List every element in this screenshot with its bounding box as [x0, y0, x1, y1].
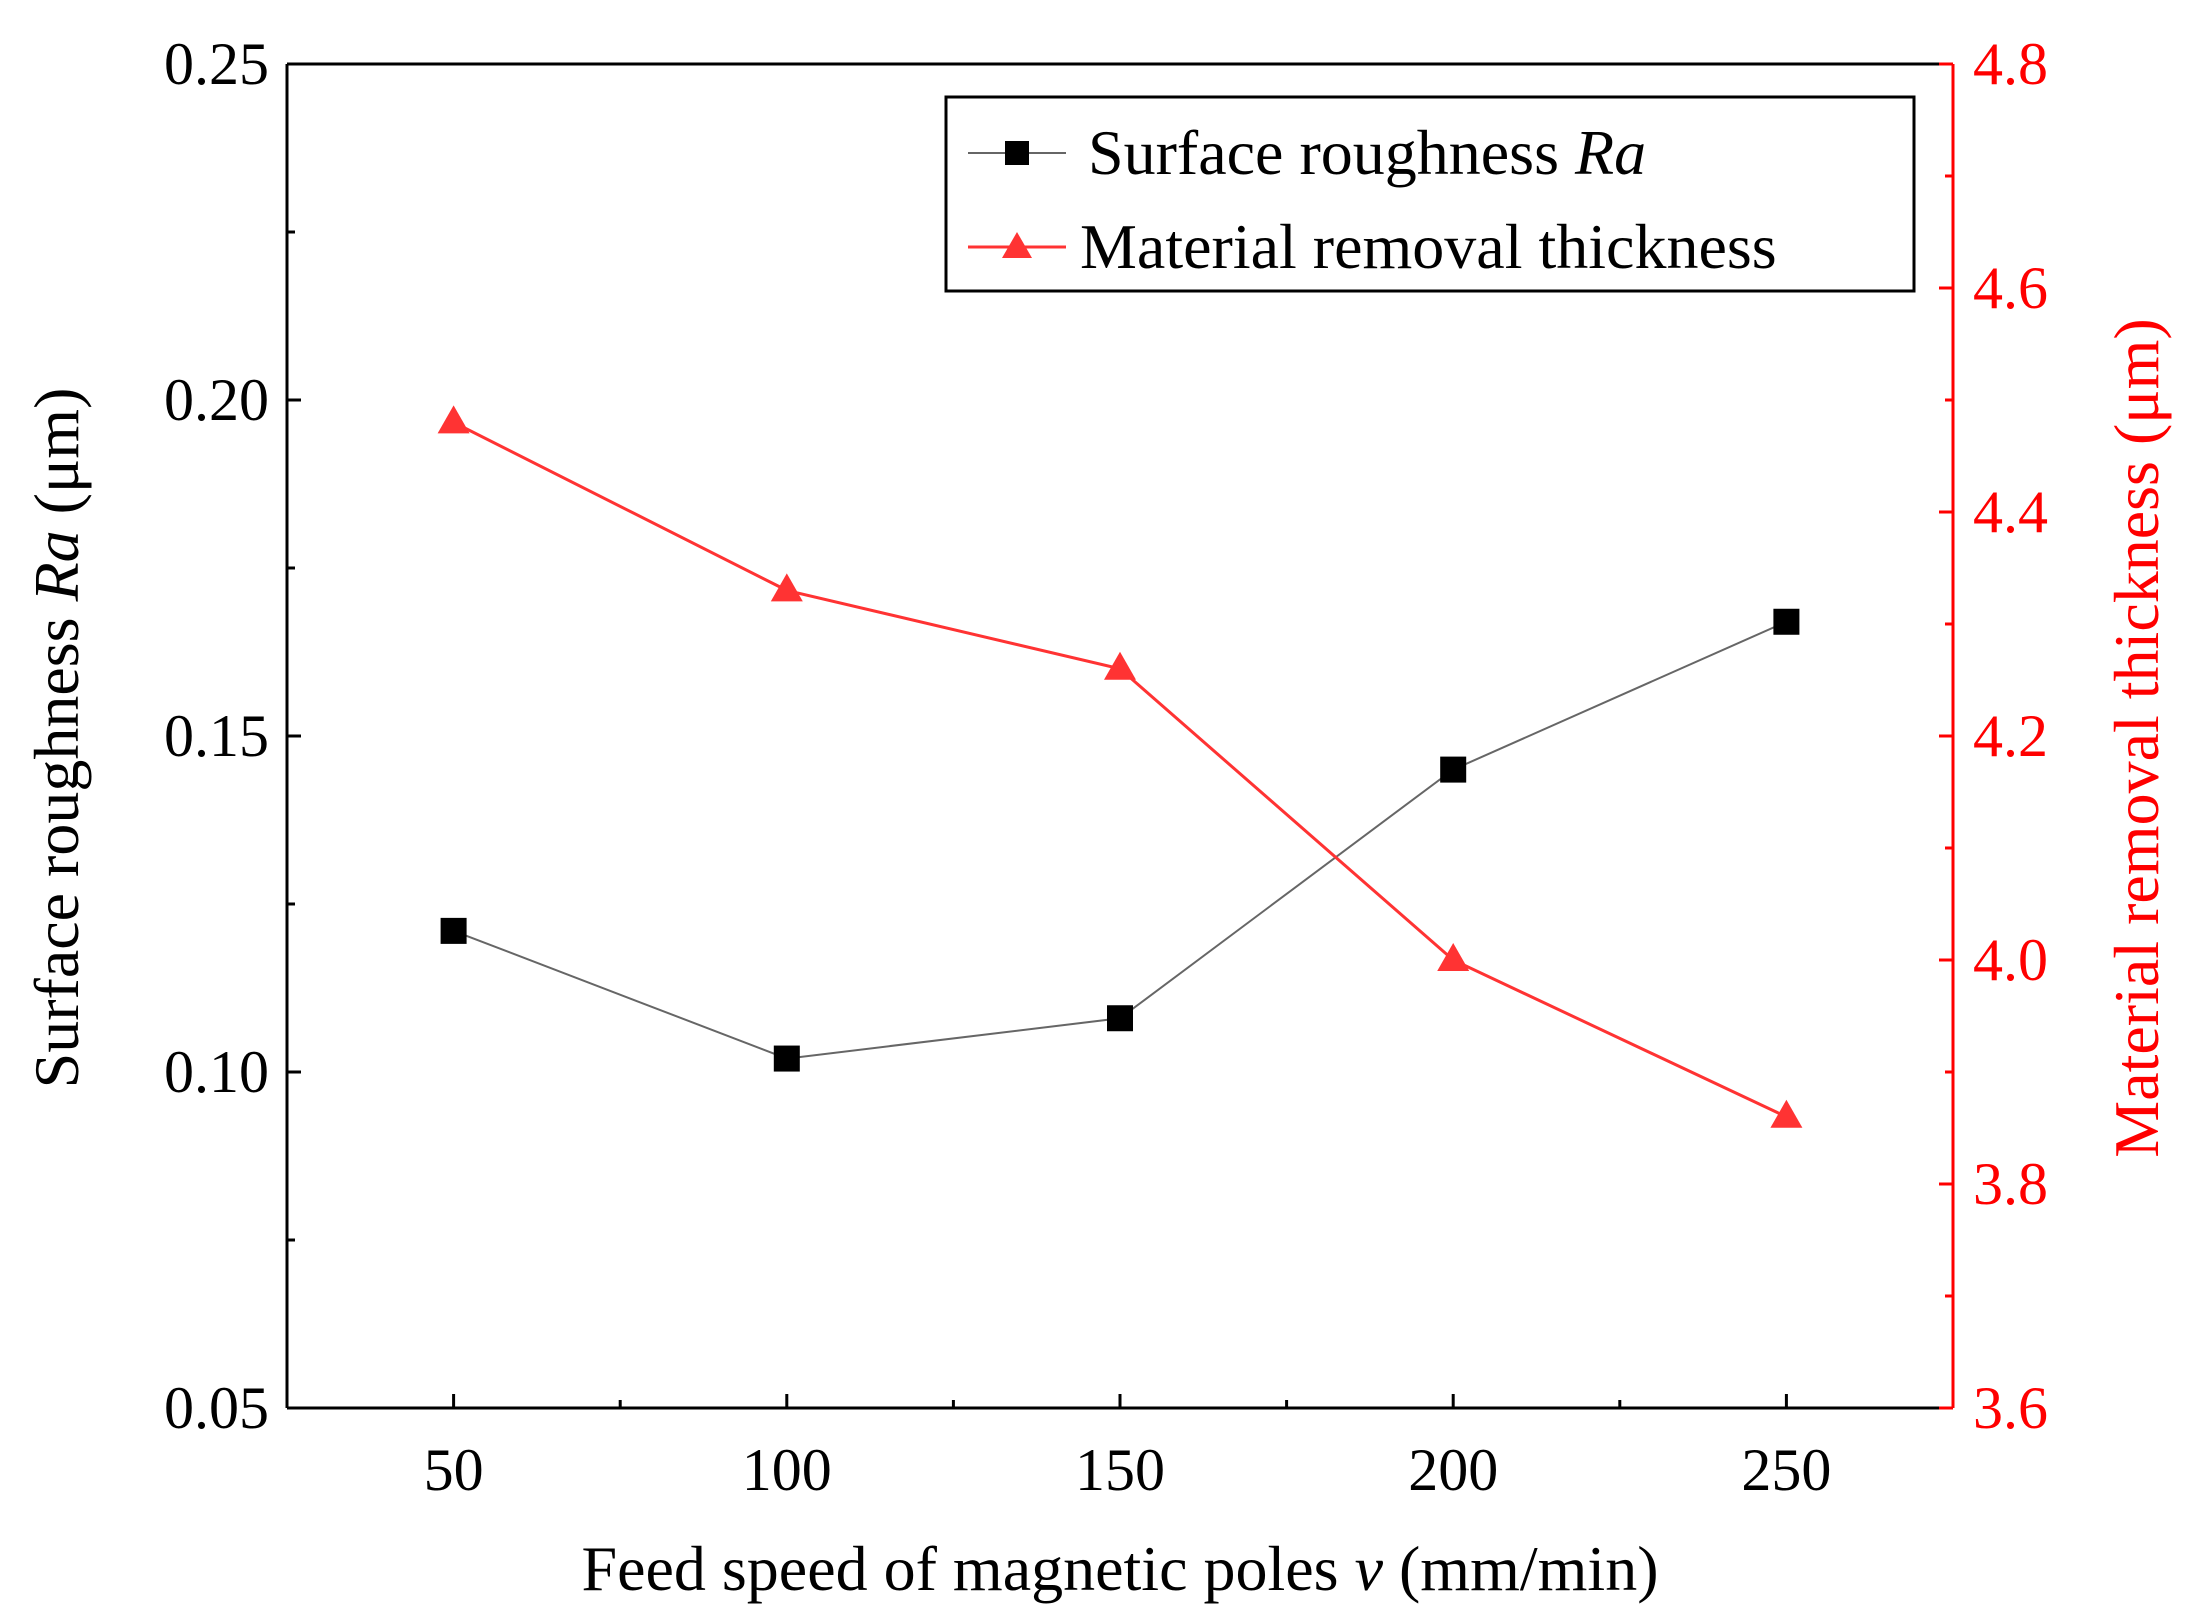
surface-roughness-line — [453, 620, 1787, 1060]
material-removal-point — [770, 573, 803, 602]
x-axis-title: Feed speed of magnetic poles v (mm/min) — [581, 1533, 1658, 1604]
x-tick-label: 50 — [424, 1437, 484, 1503]
legend: Surface roughness Ra Material removal th… — [944, 95, 1916, 293]
y-tick-label: 0.05 — [164, 1375, 269, 1441]
y-axis-title-text: Surface roughness — [21, 617, 92, 1088]
y2-tick-label: 4.2 — [1973, 703, 2048, 769]
y-axis-title-unit: (μm) — [21, 388, 92, 515]
legend-marker-triangle — [1002, 232, 1032, 258]
y-axis-title: Surface roughness Ra (μm) — [21, 388, 92, 1089]
y2-axis-ticks: 3.6 3.8 4.0 4.2 4.4 4.6 4.8 — [1939, 31, 2048, 1441]
legend-marker-square — [1005, 141, 1029, 165]
y2-tick-label: 4.0 — [1973, 927, 2048, 993]
legend-label-surface-roughness-var: Ra — [1574, 117, 1646, 188]
y-tick-label: 0.25 — [164, 31, 269, 97]
surface-roughness-point — [440, 917, 467, 944]
surface-roughness-point — [1773, 608, 1800, 635]
material-removal-point — [1770, 1099, 1803, 1128]
legend-entry-material-removal: Material removal thickness — [968, 211, 1777, 282]
material-removal-point — [1104, 651, 1136, 680]
series-markers — [437, 405, 1803, 1128]
surface-roughness-point — [773, 1045, 800, 1072]
y2-tick-label: 3.6 — [1973, 1375, 2048, 1441]
x-tick-label: 150 — [1075, 1437, 1165, 1503]
legend-label-material-removal: Material removal thickness — [1080, 211, 1777, 282]
x-tick-label: 250 — [1741, 1437, 1831, 1503]
y-axis-title-var: Ra — [21, 530, 92, 602]
y-tick-label: 0.20 — [164, 367, 269, 433]
surface-roughness-point — [1107, 1005, 1133, 1032]
legend-entry-surface-roughness: Surface roughness Ra — [968, 117, 1646, 188]
y-axis-ticks: 0.05 0.10 0.15 0.20 0.25 — [164, 31, 301, 1441]
legend-label-surface-roughness-text: Surface roughness — [1088, 117, 1559, 188]
x-tick-label: 100 — [742, 1437, 832, 1503]
y2-axis-title: Material removal thickness (μm) — [2101, 318, 2172, 1157]
x-axis-title-text: Feed speed of magnetic poles — [581, 1533, 1338, 1604]
x-tick-label: 200 — [1408, 1437, 1498, 1503]
legend-box — [944, 95, 1916, 293]
material-removal-point — [1437, 943, 1470, 971]
surface-roughness-point — [1440, 756, 1467, 783]
y-tick-label: 0.10 — [164, 1039, 269, 1105]
material-removal-point — [437, 405, 470, 434]
x-axis-ticks: 50 100 150 200 250 — [424, 1394, 1831, 1503]
y2-tick-label: 4.4 — [1973, 479, 2048, 545]
y-tick-label: 0.15 — [164, 703, 269, 769]
legend-label-surface-roughness: Surface roughness Ra — [1088, 117, 1646, 188]
y2-tick-label: 4.6 — [1973, 255, 2048, 321]
x-axis-title-unit: (mm/min) — [1399, 1533, 1659, 1604]
x-axis-title-var: v — [1355, 1533, 1384, 1604]
y2-tick-label: 3.8 — [1973, 1151, 2048, 1217]
y2-tick-label: 4.8 — [1973, 31, 2048, 97]
